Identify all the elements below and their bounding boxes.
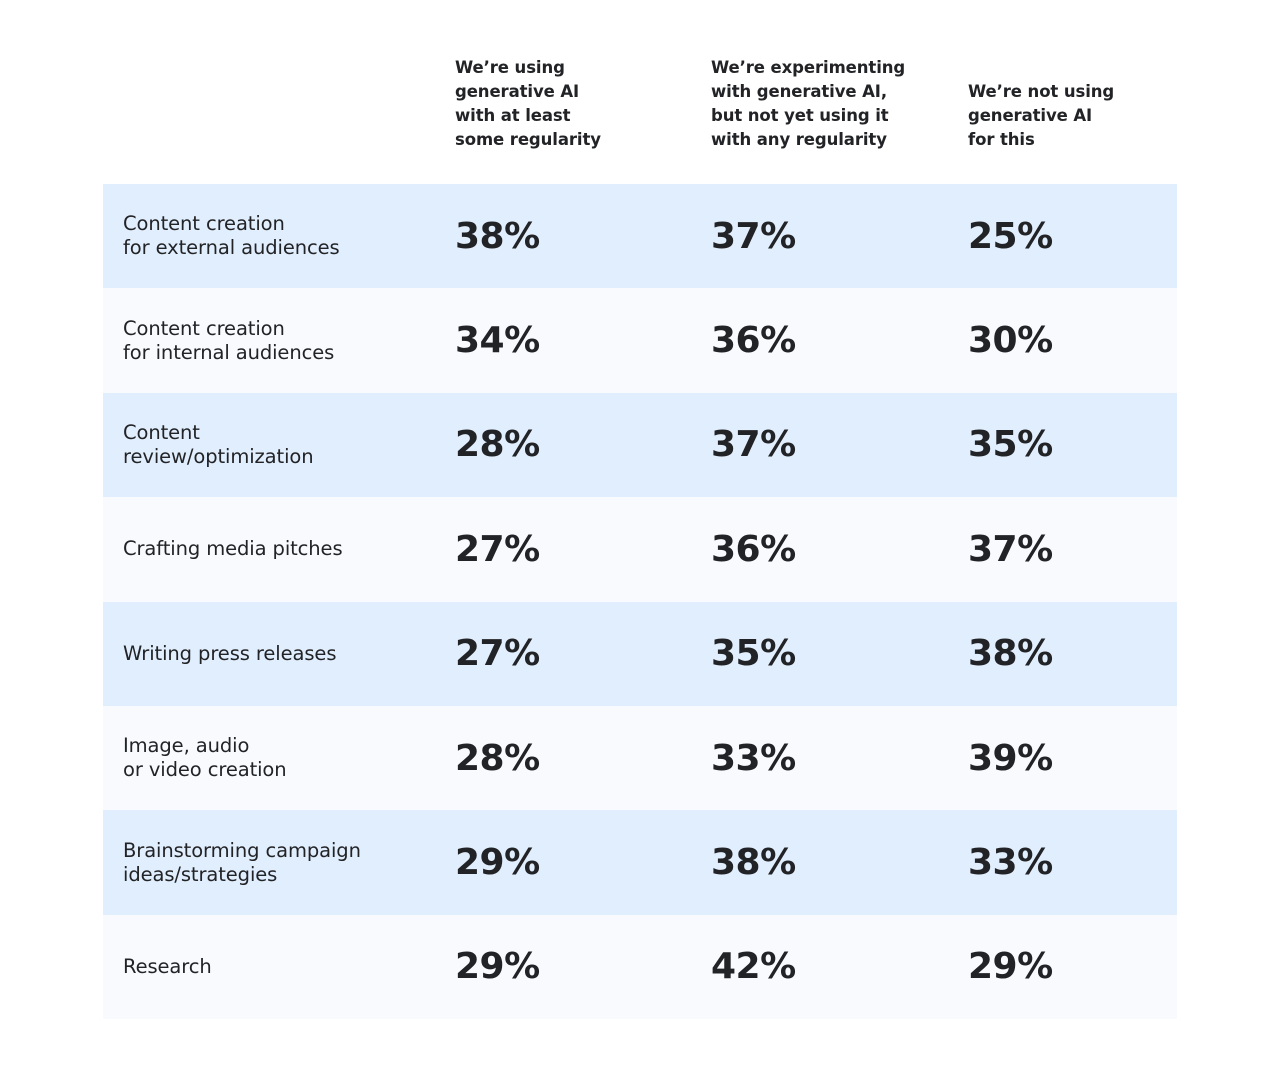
value-cell: 37%: [968, 528, 1053, 570]
row-label: Writing press releases: [123, 641, 337, 665]
table-row: Writing press releases 27% 35% 38%: [103, 601, 1177, 706]
value-cell: 29%: [455, 946, 540, 988]
value-cell: 34%: [455, 320, 540, 362]
value-cell: 39%: [968, 737, 1053, 779]
value-cell: 30%: [968, 320, 1053, 362]
value-cell: 27%: [455, 633, 540, 675]
value-cell: 28%: [455, 737, 540, 779]
value-cell: 33%: [968, 842, 1053, 884]
value-cell: 37%: [711, 424, 796, 466]
value-cell: 35%: [968, 424, 1053, 466]
column-header-experimenting: We’re experimenting with generative AI, …: [711, 58, 906, 149]
value-cell: 27%: [455, 528, 540, 570]
table-row: Content review/optimization 28% 37% 35%: [103, 392, 1177, 498]
value-cell: 28%: [455, 424, 540, 466]
value-cell: 33%: [711, 737, 796, 779]
table-row: Content creation for external audiences 3…: [103, 184, 1177, 289]
row-label: Content review/optimization: [123, 420, 314, 468]
row-label: Content creation for internal audiences: [123, 316, 335, 364]
value-cell: 29%: [455, 842, 540, 884]
value-cell: 38%: [455, 215, 540, 257]
table-row: Brainstorming campaign ideas/strategies 2…: [103, 810, 1177, 915]
table-row: Content creation for internal audiences 3…: [103, 288, 1177, 393]
value-cell: 35%: [711, 633, 796, 675]
value-cell: 42%: [711, 946, 796, 988]
value-cell: 29%: [968, 946, 1053, 988]
value-cell: 36%: [711, 528, 796, 570]
value-cell: 37%: [711, 215, 796, 257]
value-cell: 25%: [968, 215, 1053, 257]
value-cell: 38%: [968, 633, 1053, 675]
row-label: Crafting media pitches: [123, 537, 343, 561]
column-header-regular-use: We’re using generative AI with at least …: [455, 58, 601, 149]
value-cell: 36%: [711, 320, 796, 362]
row-label: Research: [123, 954, 212, 978]
value-cell: 38%: [711, 842, 796, 884]
table-row: Research 29% 42% 29%: [103, 914, 1177, 1020]
data-table: Content creation for external audiences 3…: [103, 184, 1177, 1020]
row-label: Content creation for external audiences: [123, 212, 340, 260]
row-label: Image, audio or video creation: [123, 734, 287, 782]
column-header-not-using: We’re not using generative AI for this: [968, 82, 1115, 149]
table-row: Image, audio or video creation 28% 33% 39%: [103, 705, 1177, 811]
row-label: Brainstorming campaign ideas/strategies: [123, 838, 361, 886]
table-row: Crafting media pitches 27% 36% 37%: [103, 497, 1177, 602]
